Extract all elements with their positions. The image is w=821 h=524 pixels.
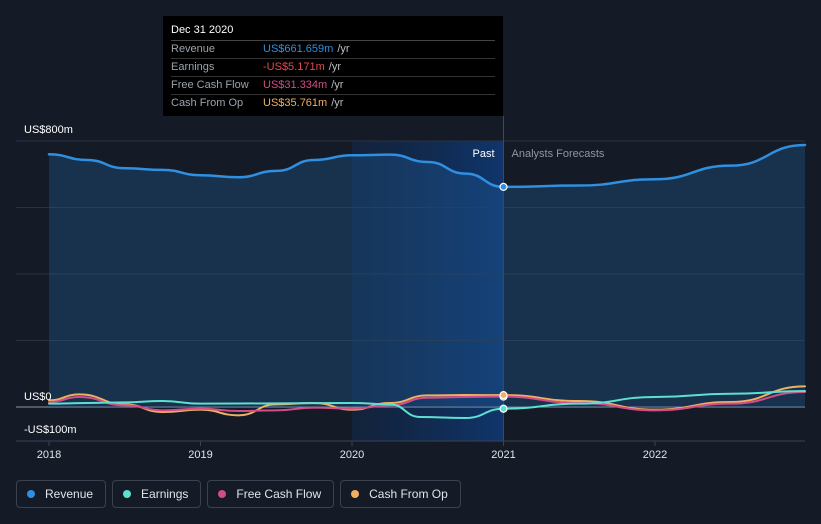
point-marker-earnings xyxy=(499,404,508,413)
tooltip: Dec 31 2020 Revenue US$661.659m /yr Earn… xyxy=(163,16,503,116)
x-tick-label: 2020 xyxy=(340,449,364,461)
tooltip-name: Free Cash Flow xyxy=(171,79,249,91)
legend-dot-icon xyxy=(351,490,360,498)
tooltip-name: Cash From Op xyxy=(171,97,244,109)
past-band xyxy=(352,141,504,441)
series-line-free-cash-flow xyxy=(48,391,806,412)
tooltip-unit: /yr xyxy=(328,61,341,73)
x-tick-label: 2019 xyxy=(188,449,212,461)
tooltip-row-earnings: Earnings -US$5.171m /yr xyxy=(171,59,495,77)
legend-dot-icon xyxy=(218,490,227,498)
legend-label: Earnings xyxy=(141,487,189,501)
tooltip-name: Earnings xyxy=(171,61,215,73)
revenue-area xyxy=(49,144,805,408)
y-axis-label: US$800m xyxy=(24,124,73,136)
legend-item-free-cash-flow[interactable]: Free Cash Flow xyxy=(207,480,335,508)
chart-plot: Past Analysts Forecasts US$800m US$0 -US$100… xyxy=(16,116,807,461)
x-tick-label: 2021 xyxy=(491,449,515,461)
legend-item-cash-from-op[interactable]: Cash From Op xyxy=(340,480,461,508)
forecast-label: Analysts Forecasts xyxy=(512,148,605,160)
legend-dot-icon xyxy=(123,490,132,498)
series-line-earnings xyxy=(48,390,806,419)
y-axis-label: US$0 xyxy=(24,391,52,403)
tooltip-unit: /yr xyxy=(337,43,350,55)
tooltip-unit: /yr xyxy=(331,79,344,91)
legend-dot-icon xyxy=(27,490,35,498)
y-axis-label: -US$100m xyxy=(24,424,77,436)
tooltip-value: -US$5.171m xyxy=(263,61,325,73)
legend-label: Cash From Op xyxy=(369,487,448,501)
tooltip-value: US$661.659m xyxy=(263,43,334,55)
legend-label: Revenue xyxy=(45,487,94,501)
tooltip-row-revenue: Revenue US$661.659m /yr xyxy=(171,41,495,59)
tooltip-date: Dec 31 2020 xyxy=(171,16,495,41)
point-marker-cash-from-op xyxy=(499,391,508,400)
tooltip-name: Revenue xyxy=(171,43,216,55)
tooltip-row-free-cash-flow: Free Cash Flow US$31.334m /yr xyxy=(171,77,495,95)
tooltip-value: US$35.761m xyxy=(263,97,328,109)
point-marker-revenue xyxy=(499,182,508,191)
legend-item-earnings[interactable]: Earnings xyxy=(112,480,202,508)
tooltip-unit: /yr xyxy=(331,97,344,109)
tooltip-value: US$31.334m xyxy=(263,79,328,91)
tooltip-row-cash-from-op: Cash From Op US$35.761m /yr xyxy=(171,95,495,112)
legend-item-revenue[interactable]: Revenue xyxy=(16,480,107,508)
legend-label: Free Cash Flow xyxy=(236,487,322,501)
series-line-revenue xyxy=(47,143,807,189)
past-label: Past xyxy=(472,148,494,160)
x-tick-label: 2022 xyxy=(643,449,667,461)
x-tick-label: 2018 xyxy=(37,449,61,461)
legend: Revenue Earnings Free Cash Flow Cash Fro… xyxy=(16,480,461,508)
